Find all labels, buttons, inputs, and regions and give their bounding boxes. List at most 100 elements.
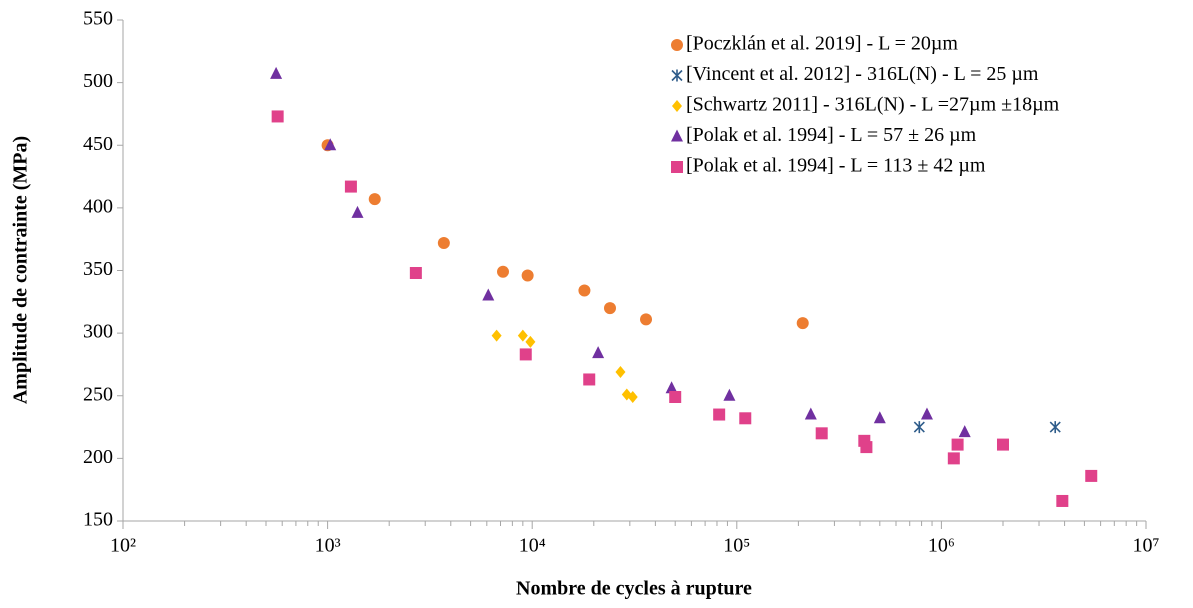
y-tick-label: 350 bbox=[83, 258, 113, 280]
marker-diamond bbox=[491, 329, 502, 342]
x-tick-label: 10⁷ bbox=[1133, 535, 1160, 557]
marker-asterisk bbox=[913, 421, 925, 434]
marker-triangle bbox=[804, 407, 817, 420]
circle bbox=[497, 265, 510, 278]
triangle bbox=[324, 138, 337, 151]
x-axis-label: Nombre de cycles à rupture bbox=[516, 578, 752, 600]
marker-circle bbox=[368, 193, 381, 206]
diamond bbox=[525, 335, 536, 348]
marker-square bbox=[409, 267, 422, 280]
marker-square bbox=[1056, 494, 1069, 507]
triangle bbox=[592, 346, 605, 359]
marker-triangle bbox=[665, 381, 678, 394]
marker-diamond bbox=[517, 329, 528, 342]
marker-square bbox=[947, 452, 960, 465]
square bbox=[860, 441, 873, 454]
marker-asterisk bbox=[671, 69, 683, 82]
marker-triangle bbox=[671, 129, 683, 142]
asterisk bbox=[671, 69, 683, 82]
marker-square bbox=[860, 441, 873, 454]
square bbox=[996, 438, 1009, 451]
diamond bbox=[672, 100, 682, 112]
triangle bbox=[958, 425, 971, 438]
triangle bbox=[873, 411, 886, 424]
square bbox=[583, 373, 596, 386]
legend-label: [Polak et al. 1994] - L = 113 ± 42 µm bbox=[686, 155, 986, 177]
diamond bbox=[517, 329, 528, 342]
y-tick-label: 200 bbox=[83, 446, 113, 468]
marker-square bbox=[1085, 469, 1098, 482]
marker-circle bbox=[640, 313, 653, 326]
marker-square bbox=[671, 161, 683, 173]
marker-square bbox=[344, 180, 357, 193]
diamond bbox=[491, 329, 502, 342]
y-tick-label: 450 bbox=[83, 133, 113, 155]
marker-circle bbox=[578, 284, 591, 297]
x-tick-label: 10² bbox=[110, 535, 136, 557]
triangle bbox=[351, 205, 364, 218]
triangle bbox=[671, 129, 683, 142]
legend-label: [Schwartz 2011] - 316L(N) - L =27µm ±18µ… bbox=[686, 94, 1060, 116]
marker-circle bbox=[437, 236, 450, 249]
x-tick-label: 10⁴ bbox=[519, 535, 546, 557]
square bbox=[713, 408, 726, 421]
asterisk bbox=[913, 421, 925, 434]
marker-triangle bbox=[482, 288, 495, 301]
triangle bbox=[723, 388, 736, 401]
marker-triangle bbox=[920, 407, 933, 420]
square bbox=[669, 391, 682, 404]
triangle bbox=[665, 381, 678, 394]
circle bbox=[796, 317, 809, 330]
square bbox=[951, 438, 964, 451]
y-tick-label: 150 bbox=[83, 509, 113, 531]
marker-square bbox=[519, 348, 532, 361]
marker-circle bbox=[497, 265, 510, 278]
square bbox=[409, 267, 422, 280]
y-tick-label: 550 bbox=[83, 8, 113, 30]
marker-square bbox=[951, 438, 964, 451]
square bbox=[519, 348, 532, 361]
circle bbox=[521, 269, 534, 282]
circle bbox=[368, 193, 381, 206]
y-tick-label: 300 bbox=[83, 321, 113, 343]
asterisk bbox=[1049, 421, 1061, 434]
triangle bbox=[482, 288, 495, 301]
marker-circle bbox=[796, 317, 809, 330]
marker-triangle bbox=[873, 411, 886, 424]
marker-triangle bbox=[270, 66, 283, 79]
marker-square bbox=[996, 438, 1009, 451]
marker-circle bbox=[671, 39, 683, 51]
square bbox=[344, 180, 357, 193]
legend-label: [Vincent et al. 2012] - 316L(N) - L = 25… bbox=[686, 63, 1039, 85]
circle bbox=[603, 302, 616, 315]
marker-diamond bbox=[525, 335, 536, 348]
square bbox=[271, 110, 284, 123]
marker-diamond bbox=[672, 100, 682, 112]
marker-diamond bbox=[615, 365, 626, 378]
marker-square bbox=[739, 412, 752, 425]
marker-square bbox=[669, 391, 682, 404]
marker-triangle bbox=[723, 388, 736, 401]
circle bbox=[437, 236, 450, 249]
diamond bbox=[627, 391, 638, 404]
triangle bbox=[804, 407, 817, 420]
square bbox=[1085, 469, 1098, 482]
legend-label: [Polak et al. 1994] - L = 57 ± 26 µm bbox=[686, 124, 977, 146]
marker-triangle bbox=[958, 425, 971, 438]
marker-square bbox=[583, 373, 596, 386]
y-tick-label: 500 bbox=[83, 70, 113, 92]
y-tick-label: 400 bbox=[83, 195, 113, 217]
square bbox=[739, 412, 752, 425]
marker-diamond bbox=[627, 391, 638, 404]
marker-triangle bbox=[351, 205, 364, 218]
marker-square bbox=[815, 427, 828, 440]
circle bbox=[671, 39, 683, 51]
marker-triangle bbox=[592, 346, 605, 359]
square bbox=[815, 427, 828, 440]
y-axis-label: Amplitude de contrainte (MPa) bbox=[10, 136, 32, 404]
x-tick-label: 10⁵ bbox=[723, 535, 750, 557]
circle bbox=[640, 313, 653, 326]
square bbox=[947, 452, 960, 465]
marker-circle bbox=[521, 269, 534, 282]
